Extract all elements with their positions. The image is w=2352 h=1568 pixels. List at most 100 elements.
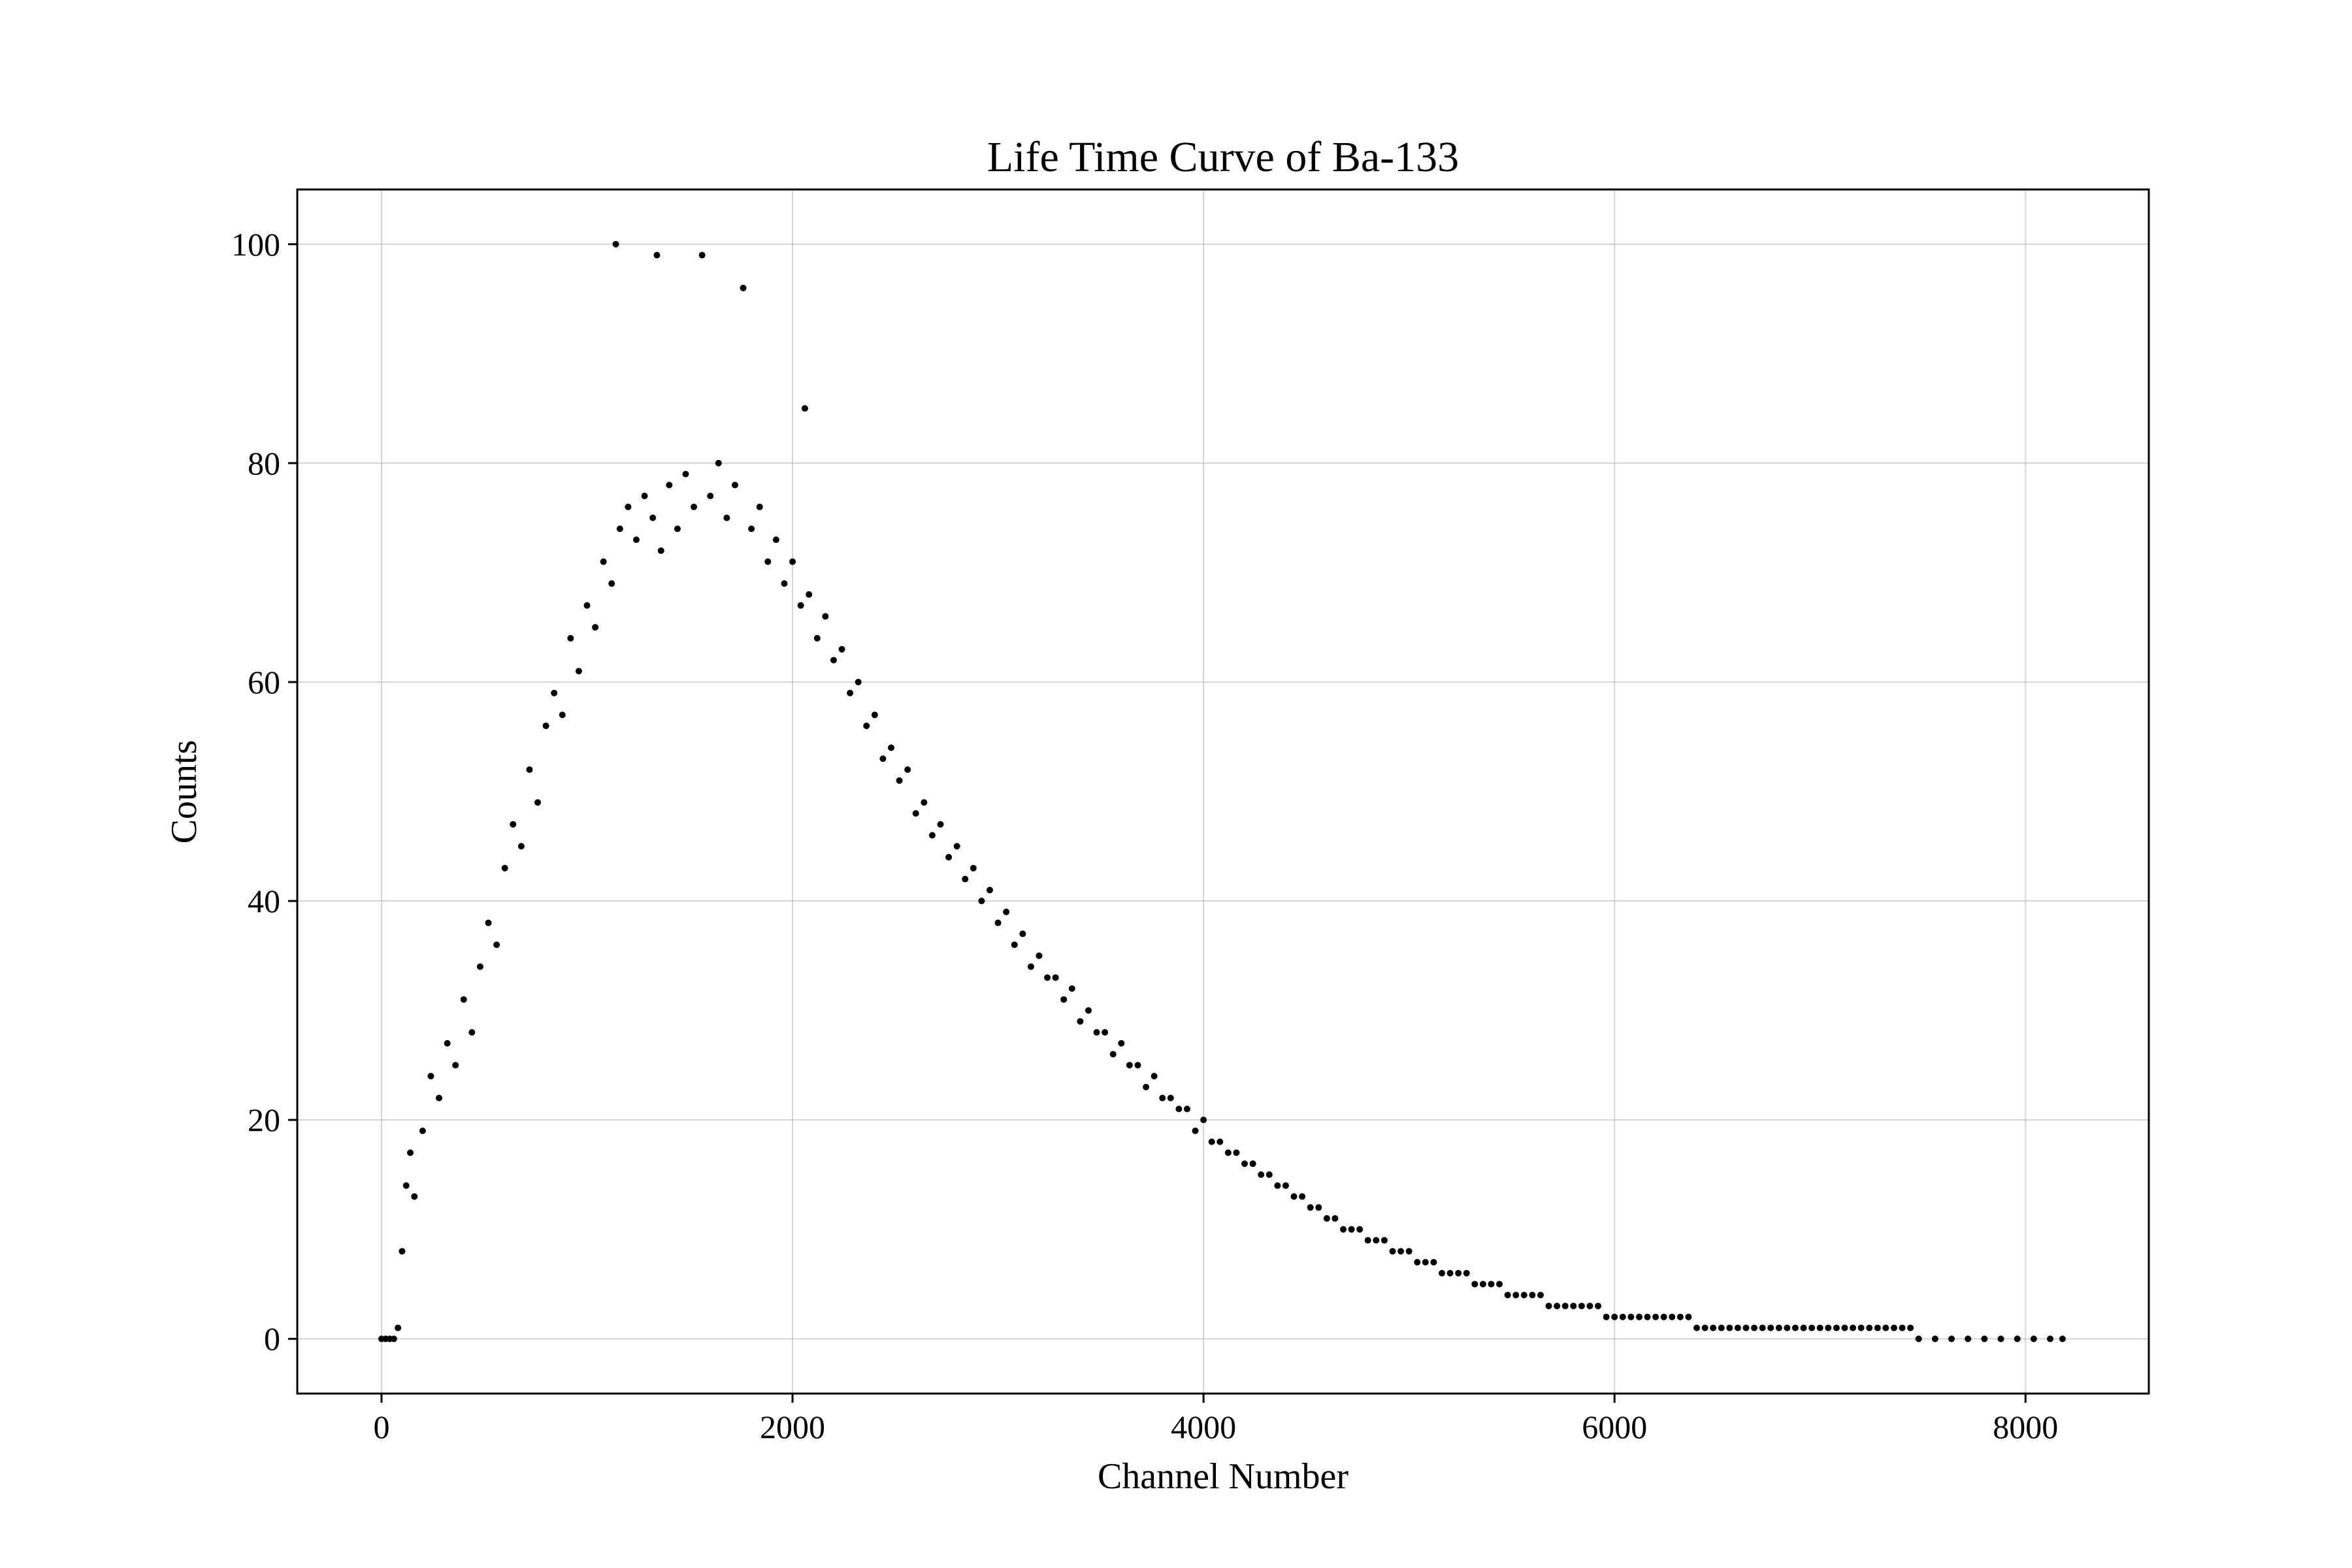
data-point [1627, 1313, 1635, 1320]
data-point [1380, 1237, 1388, 1244]
x-tick-label: 2000 [760, 1409, 825, 1445]
data-point [1463, 1269, 1470, 1277]
data-point [1784, 1324, 1791, 1331]
data-point [468, 1029, 476, 1036]
data-point [1438, 1269, 1445, 1277]
data-point [592, 624, 599, 631]
data-point [879, 755, 887, 762]
data-point [896, 777, 903, 784]
data-point [1537, 1292, 1544, 1299]
data-point [1093, 1029, 1100, 1036]
data-point [1890, 1324, 1897, 1331]
data-point [863, 722, 870, 729]
data-point [1931, 1335, 1938, 1343]
data-point [1217, 1138, 1224, 1145]
x-tick-label: 6000 [1582, 1409, 1647, 1445]
data-point [1167, 1094, 1174, 1102]
data-point [904, 766, 911, 773]
data-point [1373, 1237, 1380, 1244]
data-point [1315, 1204, 1322, 1211]
data-point [1767, 1324, 1774, 1331]
data-point [1183, 1105, 1190, 1113]
data-point [830, 657, 837, 664]
data-point [1159, 1094, 1166, 1102]
data-point [1422, 1258, 1429, 1266]
data-point [1143, 1083, 1150, 1090]
data-point [460, 996, 467, 1003]
data-point [1496, 1281, 1503, 1288]
data-point [1619, 1313, 1626, 1320]
data-point [1488, 1281, 1495, 1288]
data-point [1052, 974, 1059, 981]
data-point [1266, 1171, 1273, 1178]
y-tick-label: 40 [248, 883, 280, 919]
data-point [1586, 1302, 1593, 1309]
data-point [1759, 1324, 1766, 1331]
data-point [510, 821, 517, 828]
data-point [1578, 1302, 1585, 1309]
data-point [1529, 1292, 1536, 1299]
data-point [2047, 1335, 2054, 1343]
data-point [962, 875, 969, 883]
data-point [575, 668, 582, 675]
data-point [2014, 1335, 2021, 1343]
data-point [1660, 1313, 1667, 1320]
data-point [970, 864, 977, 872]
data-point [691, 503, 698, 510]
data-point [1068, 985, 1075, 992]
data-point [1857, 1324, 1865, 1331]
data-point [1479, 1281, 1486, 1288]
data-point [1512, 1292, 1520, 1299]
data-point [567, 634, 574, 642]
data-point [1965, 1335, 1972, 1343]
data-point [1791, 1324, 1799, 1331]
data-point [1323, 1215, 1330, 1222]
data-point [1364, 1237, 1371, 1244]
data-point [419, 1127, 426, 1134]
data-point [526, 766, 533, 773]
data-point [1192, 1127, 1199, 1134]
data-point [1060, 996, 1068, 1003]
data-point [928, 832, 936, 839]
axis-ticks: 0 2000 4000 6000 8000 0 20 40 60 80 100 [231, 226, 2058, 1445]
data-point [1570, 1302, 1577, 1309]
data-point [1003, 908, 1010, 915]
data-point [1825, 1324, 1832, 1331]
grid [297, 189, 2149, 1394]
data-point [1504, 1292, 1511, 1299]
data-point [1652, 1313, 1659, 1320]
y-tick-label: 60 [248, 664, 280, 700]
data-point [888, 744, 895, 751]
data-point [657, 547, 664, 554]
data-point [723, 514, 730, 521]
data-point [436, 1094, 443, 1102]
data-point [2030, 1335, 2037, 1343]
data-point [789, 558, 796, 565]
data-point [1446, 1269, 1454, 1277]
data-point [748, 525, 755, 532]
data-point [1850, 1324, 1857, 1331]
data-point [1603, 1313, 1610, 1320]
data-point [1414, 1258, 1421, 1266]
data-point [1290, 1193, 1298, 1200]
data-point [1561, 1302, 1569, 1309]
data-point [1233, 1149, 1240, 1156]
data-point [1685, 1313, 1692, 1320]
data-point [813, 634, 821, 642]
x-axis-label: Channel Number [1098, 1456, 1348, 1497]
data-point [937, 821, 944, 828]
data-point [1077, 1018, 1084, 1025]
data-point [674, 525, 681, 532]
data-point [1249, 1160, 1256, 1168]
data-point [1676, 1313, 1684, 1320]
data-point [707, 493, 714, 500]
data-point [625, 503, 632, 510]
data-points [378, 240, 2066, 1343]
data-point [1109, 1051, 1117, 1058]
data-point [921, 799, 928, 806]
data-point [1027, 963, 1034, 970]
x-tick-label: 4000 [1171, 1409, 1236, 1445]
data-point [1389, 1248, 1396, 1255]
data-point [1036, 952, 1043, 959]
data-point [978, 898, 985, 905]
